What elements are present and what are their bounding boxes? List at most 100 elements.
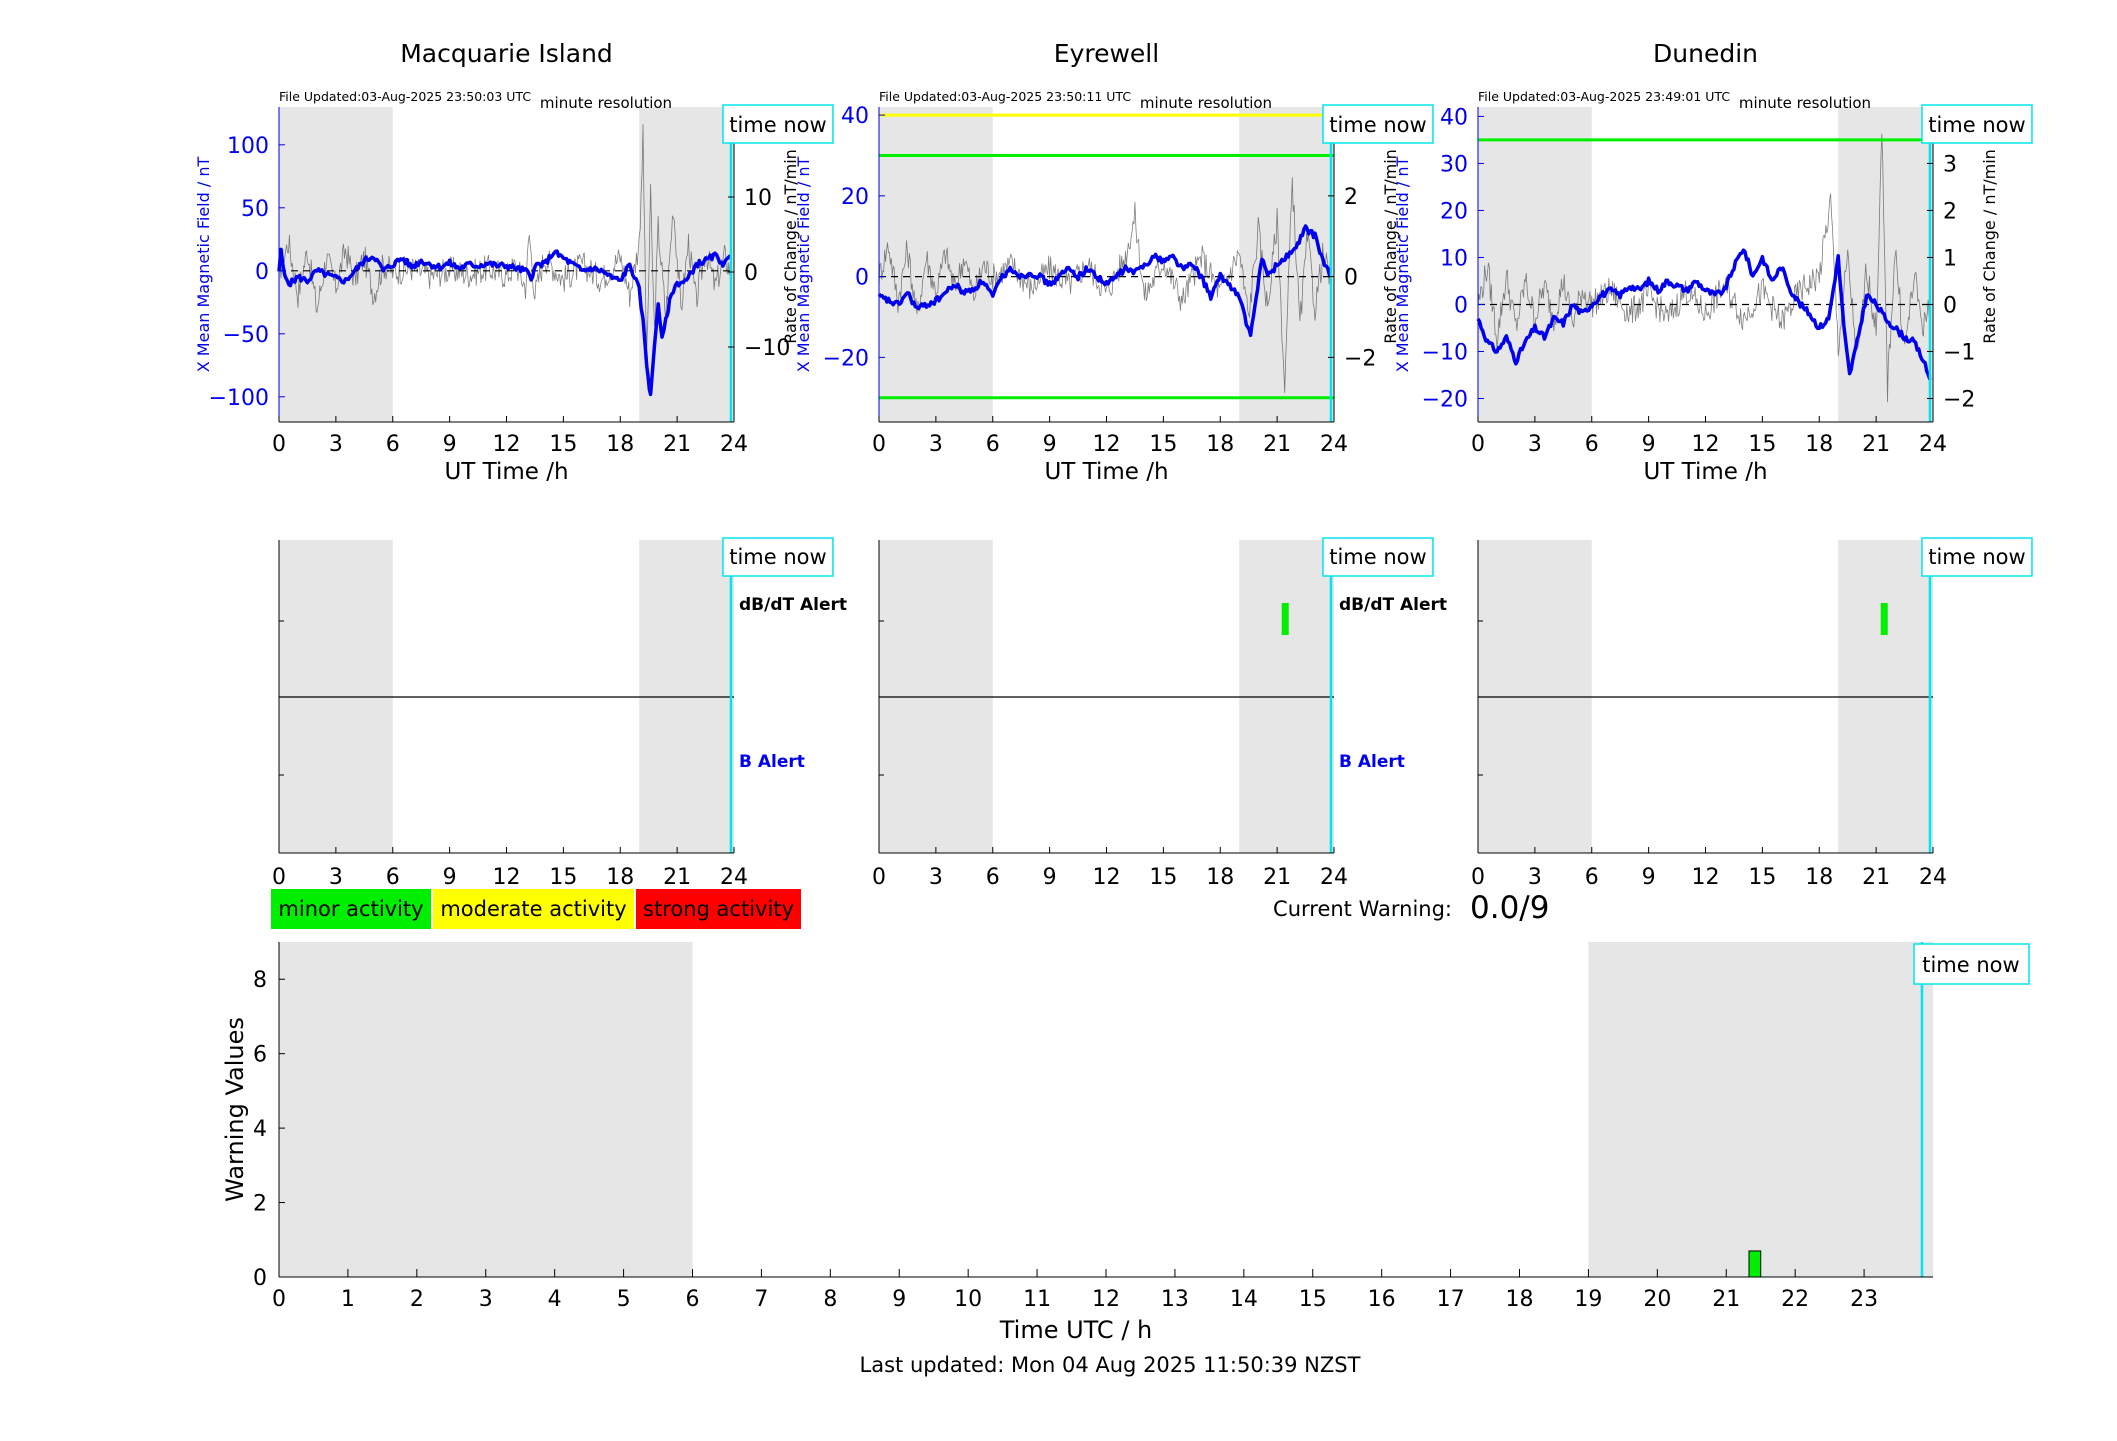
- x-tick-label: 23: [1850, 1287, 1878, 1312]
- x-tick-label: 3: [1528, 432, 1542, 457]
- file-updated: File Updated:03-Aug-2025 23:50:03 UTC: [279, 89, 531, 104]
- x-tick-label: 6: [386, 865, 400, 890]
- x-tick-label: 0: [1471, 432, 1485, 457]
- x-tick-label: 13: [1161, 1287, 1189, 1312]
- y-axis-label: X Mean Magnetic Field / nT: [194, 157, 213, 373]
- time-now-label: time now: [729, 545, 826, 569]
- x-tick-label: 15: [549, 432, 577, 457]
- y2-tick-label: −2: [1344, 346, 1376, 371]
- y2-axis-label: Rate of Change / nT/min: [1980, 149, 1999, 344]
- y-tick-label: 0: [253, 1266, 267, 1291]
- time-now-box: [1322, 537, 1434, 577]
- x-tick-label: 20: [1643, 1287, 1671, 1312]
- x-tick-label: 18: [1206, 865, 1234, 890]
- y2-axis-label: Rate of Change / nT/min: [1381, 149, 1400, 344]
- x-tick-label: 0: [272, 1287, 286, 1312]
- legend-label-1: moderate activity: [440, 897, 626, 921]
- y-tick-label: −50: [223, 323, 269, 348]
- time-now-box: [1913, 943, 2030, 985]
- x-tick-label: 24: [720, 865, 748, 890]
- x-tick-label: 3: [479, 1287, 493, 1312]
- y-tick-label: 20: [1440, 199, 1468, 224]
- time-now-label: time now: [1928, 113, 2025, 137]
- x-tick-label: 16: [1368, 1287, 1396, 1312]
- legend-swatch-1: [433, 889, 634, 929]
- y2-tick-label: 10: [744, 186, 772, 211]
- x-tick-label: 0: [872, 432, 886, 457]
- x-tick-label: 3: [1528, 865, 1542, 890]
- y-tick-label: −10: [1422, 340, 1468, 365]
- field-series: [877, 224, 1333, 338]
- shaded-range: [879, 107, 993, 422]
- x-tick-label: 21: [1862, 865, 1890, 890]
- x-tick-label: 0: [872, 865, 886, 890]
- x-tick-label: 9: [443, 432, 457, 457]
- x-tick-label: 15: [1748, 432, 1776, 457]
- x-tick-label: 12: [1093, 865, 1121, 890]
- x-tick-label: 3: [329, 432, 343, 457]
- y-tick-label: −20: [823, 346, 869, 371]
- x-tick-label: 10: [954, 1287, 982, 1312]
- x-tick-label: 6: [1585, 865, 1599, 890]
- x-tick-label: 2: [410, 1287, 424, 1312]
- y2-tick-label: 0: [744, 261, 758, 286]
- y-tick-label: 0: [255, 260, 269, 285]
- minute-resolution-label: minute resolution: [1140, 94, 1272, 112]
- time-now-box: [722, 537, 834, 577]
- y-axis-label: X Mean Magnetic Field / nT: [794, 157, 813, 373]
- shaded-range: [1478, 107, 1592, 422]
- x-tick-label: 9: [443, 865, 457, 890]
- y2-tick-label: 2: [1943, 199, 1957, 224]
- x-tick-label: 18: [1206, 432, 1234, 457]
- b-alert-label: B Alert: [1339, 752, 1405, 772]
- x-tick-label: 11: [1023, 1287, 1051, 1312]
- x-tick-label: 1: [341, 1287, 355, 1312]
- minute-resolution-label: minute resolution: [540, 94, 672, 112]
- y-tick-label: 0: [1454, 293, 1468, 318]
- y2-tick-label: 0: [1344, 266, 1358, 291]
- b-alert-label: B Alert: [739, 752, 805, 772]
- dbdt-alert-mark: [1281, 603, 1289, 635]
- x-tick-label: 21: [1712, 1287, 1740, 1312]
- x-tick-label: 7: [754, 1287, 768, 1312]
- x-tick-label: 21: [1862, 432, 1890, 457]
- y-tick-label: 8: [253, 968, 267, 993]
- rate-of-change-series: [878, 177, 1332, 393]
- dbdt-alert-label: dB/dT Alert: [1339, 595, 1447, 615]
- x-tick-label: 5: [617, 1287, 631, 1312]
- y2-tick-label: 3: [1943, 152, 1957, 177]
- time-now-label: time now: [1329, 113, 1426, 137]
- current-warning-value: 0.0/9: [1470, 890, 1549, 926]
- x-tick-label: 9: [892, 1287, 906, 1312]
- legend-label-0: minor activity: [278, 897, 423, 921]
- x-tick-label: 6: [1585, 432, 1599, 457]
- x-tick-label: 21: [1263, 432, 1291, 457]
- x-tick-label: 15: [1149, 865, 1177, 890]
- y-tick-label: 40: [841, 104, 869, 129]
- y-tick-label: 100: [227, 134, 269, 159]
- x-tick-label: 21: [1263, 865, 1291, 890]
- last-updated: Last updated: Mon 04 Aug 2025 11:50:39 N…: [860, 1353, 1361, 1377]
- x-tick-label: 3: [329, 865, 343, 890]
- x-tick-label: 15: [1149, 432, 1177, 457]
- current-warning-label: Current Warning:: [1273, 897, 1452, 921]
- station-title: Dunedin: [1653, 39, 1758, 68]
- station-title: Eyrewell: [1054, 39, 1159, 68]
- x-tick-label: 12: [1093, 432, 1121, 457]
- shaded-range: [279, 942, 693, 1277]
- time-now-box: [722, 104, 834, 144]
- x-tick-label: 12: [493, 432, 521, 457]
- x-tick-label: 17: [1437, 1287, 1465, 1312]
- time-now-label: time now: [729, 113, 826, 137]
- x-tick-label: 9: [1043, 432, 1057, 457]
- y2-tick-label: −10: [744, 336, 790, 361]
- y2-axis-label: Rate of Change / nT/min: [781, 149, 800, 344]
- x-tick-label: 6: [986, 432, 1000, 457]
- y-tick-label: 50: [241, 197, 269, 222]
- time-now-box: [1921, 104, 2033, 144]
- y2-tick-label: 2: [1344, 185, 1358, 210]
- x-tick-label: 12: [1692, 865, 1720, 890]
- x-tick-label: 18: [1805, 432, 1833, 457]
- x-axis-label: UT Time /h: [1044, 459, 1168, 485]
